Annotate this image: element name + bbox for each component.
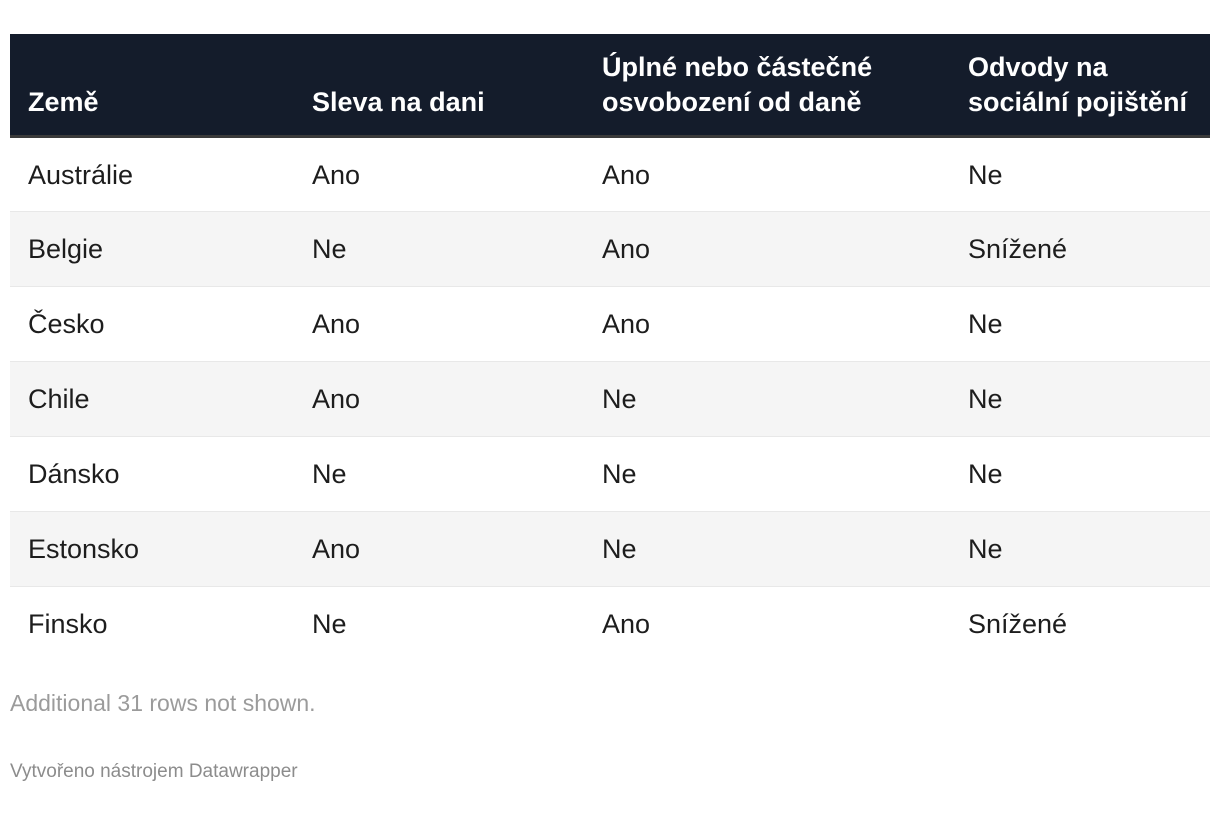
- country-cell: Česko: [10, 286, 294, 362]
- table-row: Estonsko Ano Ne Ne: [10, 511, 1210, 587]
- table-row: Česko Ano Ano Ne: [10, 286, 1210, 362]
- value-cell: Ano: [584, 586, 950, 662]
- table-row: Dánsko Ne Ne Ne: [10, 436, 1210, 512]
- table-body: Austrálie Ano Ano Ne Belgie Ne Ano Snížené Česko…: [10, 136, 1210, 662]
- table-header-row: Země Sleva na dani Úplné nebo částečné osv…: [10, 34, 1210, 138]
- country-cell: Estonsko: [10, 511, 294, 587]
- table-header: Země Sleva na dani Úplné nebo částečné osv…: [10, 34, 1210, 138]
- column-header-1: Sleva na dani: [294, 34, 584, 138]
- datawrapper-attribution: Vytvořeno nástrojem Datawrapper: [10, 760, 298, 782]
- country-cell: Austrálie: [28, 159, 134, 190]
- value-cell: Ano: [584, 286, 950, 362]
- column-header-2: Úplné nebo částečné osvobození od daně: [584, 34, 950, 138]
- value-cell: Ne: [950, 286, 1210, 362]
- country-cell: Belgie: [10, 211, 294, 287]
- column-header-0: Země: [10, 34, 294, 138]
- value-cell: Ne: [950, 361, 1210, 437]
- value-cell: Ano: [312, 159, 361, 190]
- value-cell: Ne: [584, 436, 950, 512]
- value-cell: Ne: [584, 361, 950, 437]
- value-cell: Ne: [968, 159, 1003, 190]
- value-cell: Ano: [294, 511, 584, 587]
- table-row: Chile Ano Ne Ne: [10, 361, 1210, 437]
- country-cell: Chile: [10, 361, 294, 437]
- table-row: Belgie Ne Ano Snížené: [10, 211, 1210, 287]
- value-cell: Snížené: [950, 211, 1210, 287]
- value-cell: Ano: [294, 361, 584, 437]
- column-header-3: Odvody na sociální pojištění: [950, 34, 1210, 138]
- value-cell: Ano: [602, 159, 651, 190]
- value-cell: Ne: [584, 511, 950, 587]
- country-cell: Dánsko: [10, 436, 294, 512]
- value-cell: Ano: [294, 286, 584, 362]
- country-cell: Finsko: [10, 586, 294, 662]
- value-cell: Ne: [950, 436, 1210, 512]
- value-cell: Ne: [294, 436, 584, 512]
- value-cell: Snížené: [950, 586, 1210, 662]
- data-table: Země Sleva na dani Úplné nebo částečné osv…: [10, 34, 1210, 662]
- hidden-rows-note: Additional 31 rows not shown.: [10, 689, 316, 716]
- value-cell: Ano: [584, 211, 950, 287]
- value-cell: Ne: [294, 211, 584, 287]
- table-row: Austrálie Ano Ano Ne: [10, 136, 1210, 212]
- value-cell: Ne: [950, 511, 1210, 587]
- table-row: Finsko Ne Ano Snížené: [10, 586, 1210, 662]
- value-cell: Ne: [294, 586, 584, 662]
